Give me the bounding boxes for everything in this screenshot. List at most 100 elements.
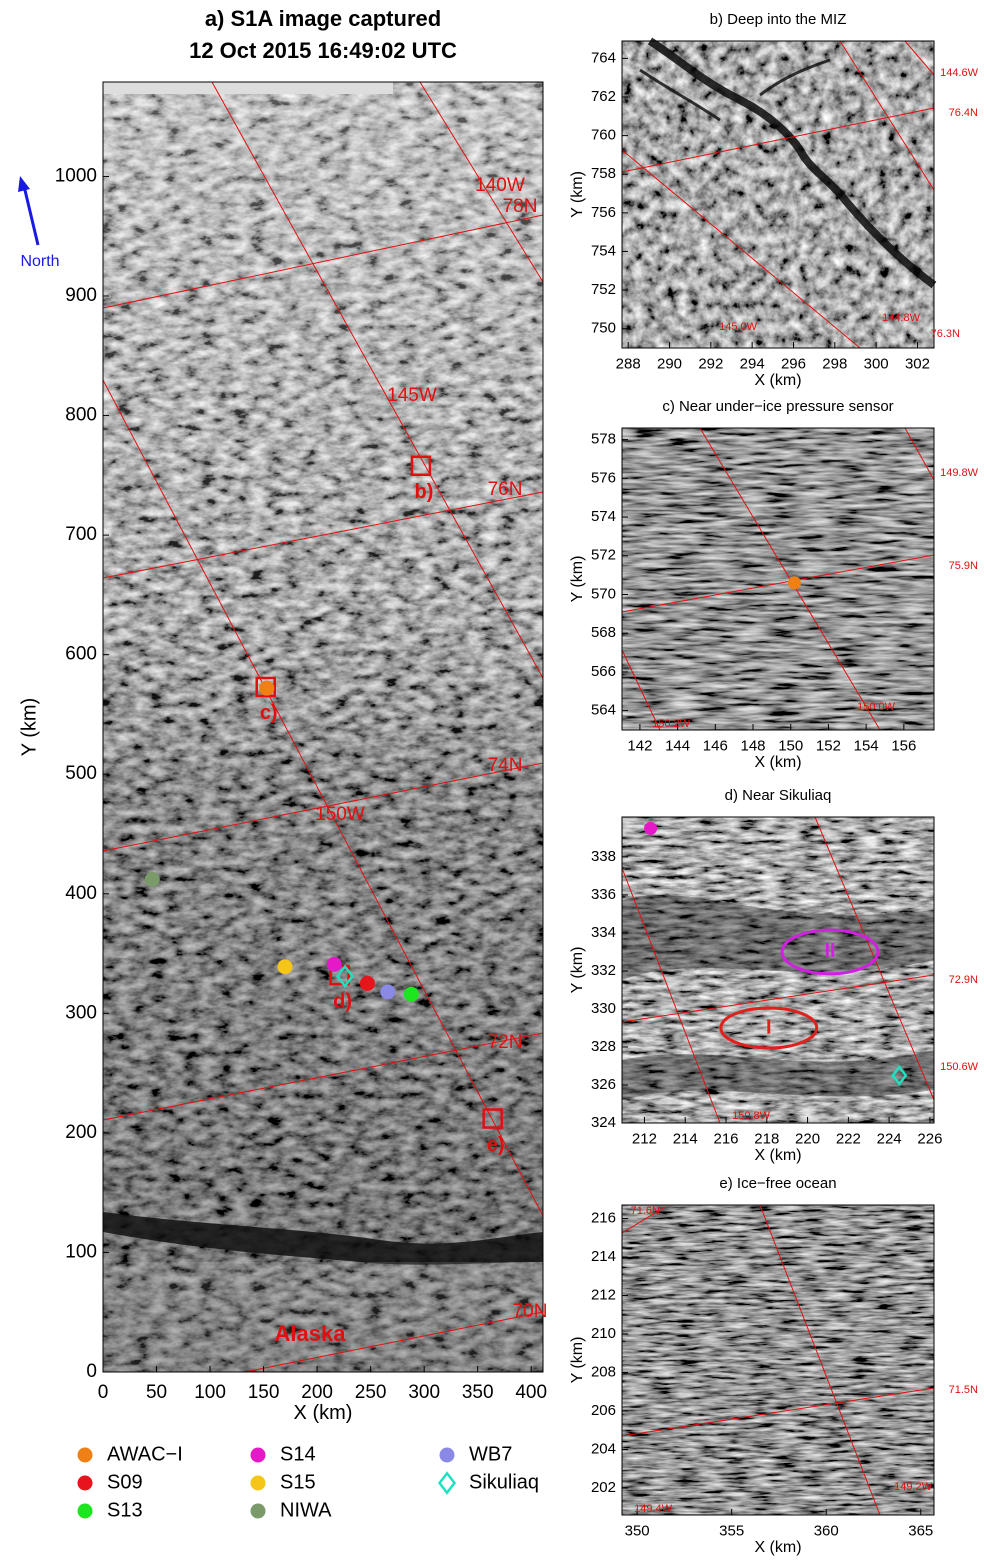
y-tick-label: 760 bbox=[591, 127, 616, 144]
y-axis-label: Y (km) bbox=[569, 556, 586, 603]
y-tick-label: 750 bbox=[591, 320, 616, 337]
y-tick-label: 568 bbox=[591, 624, 616, 641]
chart-title: a) S1A image captured bbox=[205, 6, 441, 31]
y-tick-label: 758 bbox=[591, 165, 616, 182]
y-tick-label: 600 bbox=[65, 644, 97, 665]
y-tick-label: 216 bbox=[591, 1209, 616, 1226]
panel-title: e) Ice−free ocean bbox=[719, 1175, 836, 1192]
map-label: 71.6N bbox=[631, 1205, 660, 1217]
y-tick-label: 338 bbox=[591, 848, 616, 865]
y-axis-label: Y (km) bbox=[569, 947, 586, 994]
map-label: 145W bbox=[387, 385, 437, 406]
y-tick-label: 300 bbox=[65, 1002, 97, 1023]
y-tick-label: 336 bbox=[591, 886, 616, 903]
y-tick-label: 500 bbox=[65, 763, 97, 784]
y-tick-label: 332 bbox=[591, 962, 616, 979]
marker-circle bbox=[644, 822, 657, 835]
y-tick-label: 900 bbox=[65, 285, 97, 306]
y-tick-label: 200 bbox=[65, 1122, 97, 1143]
legend-label: S15 bbox=[280, 1471, 316, 1493]
marker-circle bbox=[788, 576, 801, 589]
region-label: b) bbox=[415, 481, 434, 503]
marker-circle bbox=[251, 1448, 266, 1463]
y-tick-label: 574 bbox=[591, 508, 616, 525]
map-label: 76N bbox=[488, 479, 523, 500]
x-tick-label: 355 bbox=[719, 1522, 744, 1539]
marker-circle bbox=[78, 1448, 93, 1463]
x-axis-label: X (km) bbox=[754, 754, 801, 771]
map-label: 76.3N bbox=[931, 328, 960, 340]
legend-label: AWAC−I bbox=[107, 1443, 183, 1465]
y-tick-label: 330 bbox=[591, 1000, 616, 1017]
land bbox=[103, 1262, 543, 1372]
y-tick-label: 572 bbox=[591, 547, 616, 564]
marker-circle bbox=[251, 1504, 266, 1519]
x-tick-label: 100 bbox=[194, 1382, 226, 1403]
x-tick-label: 290 bbox=[657, 355, 682, 372]
y-tick-label: 334 bbox=[591, 924, 616, 941]
figure: 0501001502002503003504000100200300400500… bbox=[0, 0, 984, 1563]
map-label: 150W bbox=[315, 804, 365, 825]
x-tick-label: 212 bbox=[632, 1130, 657, 1147]
y-tick-label: 752 bbox=[591, 281, 616, 298]
y-tick-label: 566 bbox=[591, 663, 616, 680]
y-axis-label: Y (km) bbox=[18, 698, 40, 757]
marker-circle bbox=[327, 957, 342, 972]
x-tick-label: 250 bbox=[355, 1382, 387, 1403]
x-tick-label: 350 bbox=[462, 1382, 494, 1403]
marker-circle bbox=[78, 1476, 93, 1491]
x-tick-label: 152 bbox=[816, 737, 841, 754]
map-label: 149.8W bbox=[940, 467, 979, 479]
x-tick-label: 360 bbox=[814, 1522, 839, 1539]
x-tick-label: 224 bbox=[877, 1130, 902, 1147]
x-tick-label: 142 bbox=[627, 737, 652, 754]
legend-label: S13 bbox=[107, 1499, 143, 1521]
map-label: 140W bbox=[475, 175, 525, 196]
x-tick-label: 146 bbox=[703, 737, 728, 754]
map-label: 150.6W bbox=[940, 1061, 979, 1073]
region-label: c) bbox=[260, 702, 278, 724]
x-tick-label: 0 bbox=[98, 1382, 109, 1403]
x-tick-label: 148 bbox=[741, 737, 766, 754]
y-tick-label: 564 bbox=[591, 702, 616, 719]
y-tick-label: 206 bbox=[591, 1402, 616, 1419]
x-tick-label: 150 bbox=[778, 737, 803, 754]
y-axis-label: Y (km) bbox=[569, 1337, 586, 1384]
map-label: 145.0W bbox=[719, 321, 758, 333]
marker-diamond bbox=[440, 1473, 455, 1493]
y-tick-label: 0 bbox=[86, 1361, 97, 1382]
y-tick-label: 328 bbox=[591, 1038, 616, 1055]
map-label: 78N bbox=[503, 196, 538, 217]
ellipse-label: II bbox=[824, 940, 835, 962]
y-tick-label: 754 bbox=[591, 242, 616, 259]
x-tick-label: 220 bbox=[795, 1130, 820, 1147]
y-tick-label: 762 bbox=[591, 88, 616, 105]
x-axis-label: X (km) bbox=[754, 372, 801, 389]
y-tick-label: 202 bbox=[591, 1479, 616, 1496]
north-arrow bbox=[24, 186, 38, 245]
x-tick-label: 288 bbox=[616, 355, 641, 372]
y-tick-label: 570 bbox=[591, 585, 616, 602]
x-axis-label: X (km) bbox=[754, 1147, 801, 1164]
map-label: 149.4W bbox=[634, 1503, 673, 1515]
marker-circle bbox=[277, 959, 292, 974]
panel-title: b) Deep into the MIZ bbox=[710, 11, 847, 28]
x-tick-label: 50 bbox=[146, 1382, 167, 1403]
image-shading bbox=[103, 82, 543, 1372]
x-tick-label: 154 bbox=[854, 737, 879, 754]
y-tick-label: 208 bbox=[591, 1363, 616, 1380]
map-label: 150.8W bbox=[732, 1110, 771, 1122]
legend-label: WB7 bbox=[469, 1443, 512, 1465]
map-label: 150.2W bbox=[652, 718, 691, 730]
x-axis-label: X (km) bbox=[754, 1539, 801, 1556]
map-label: Alaska bbox=[275, 1321, 347, 1346]
x-tick-label: 214 bbox=[673, 1130, 698, 1147]
y-tick-label: 764 bbox=[591, 49, 616, 66]
marker-circle bbox=[251, 1476, 266, 1491]
legend-label: S14 bbox=[280, 1443, 316, 1465]
y-tick-label: 400 bbox=[65, 883, 97, 904]
y-tick-label: 1000 bbox=[55, 165, 97, 186]
marker-circle bbox=[360, 976, 375, 991]
y-tick-label: 756 bbox=[591, 204, 616, 221]
region-label: e) bbox=[487, 1134, 505, 1156]
